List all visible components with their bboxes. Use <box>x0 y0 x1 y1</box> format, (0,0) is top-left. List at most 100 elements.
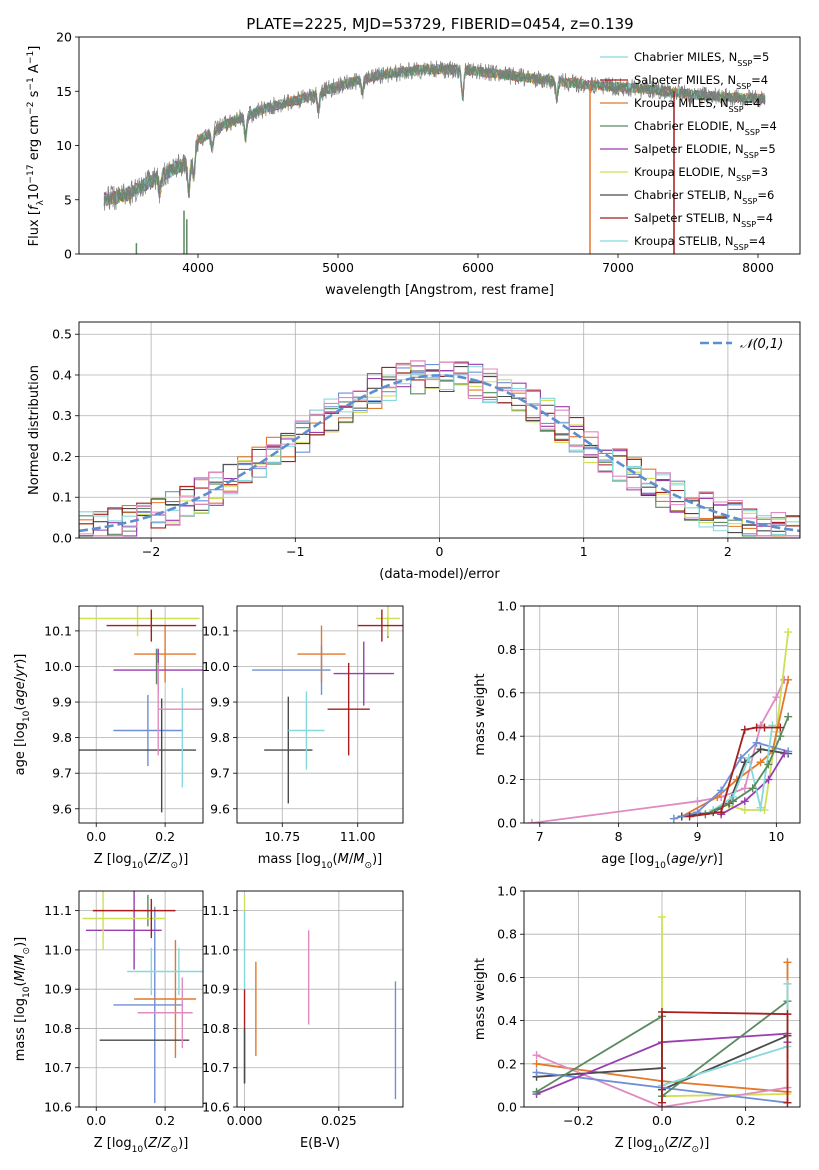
y-axis-label: Normed distribution <box>27 365 42 495</box>
plus-marker <box>760 723 769 732</box>
y-tick-label: 10.6 <box>44 1100 72 1115</box>
legend-entry: Salpeter MILES, NSSP=4 <box>634 73 768 91</box>
plus-marker <box>744 753 753 762</box>
x-axis-label-part: age [log <box>601 852 654 867</box>
plus-marker <box>736 753 745 762</box>
x-axis-label: Z [log10(Z/Z⊙)] <box>94 852 189 871</box>
legend-entry: Kroupa STELIB, NSSP=4 <box>634 234 766 252</box>
x-tick-label: 0.025 <box>321 1113 357 1128</box>
axes-frame <box>523 605 801 824</box>
x-tick-label: 9 <box>694 829 702 844</box>
y-tick-label: 1.0 <box>497 599 517 614</box>
x-axis-label: mass [log10(M/M⊙)] <box>258 852 382 871</box>
y-tick-label: 9.9 <box>52 695 72 710</box>
y-tick-label: 11.1 <box>202 903 230 918</box>
legend-entry-part: =4 <box>760 119 777 133</box>
x-axis-label-part: 10 <box>132 1145 144 1155</box>
y-axis-label-part: A <box>27 64 42 77</box>
x-axis-label-part: Z <box>161 1136 172 1151</box>
y-tick-label: 15 <box>56 84 72 99</box>
legend-entry: Salpeter ELODIE, NSSP=5 <box>634 142 776 160</box>
y-tick-label: 0 <box>64 247 72 262</box>
x-axis-label-part: / <box>349 852 354 867</box>
x-axis-label-part: Z <box>161 852 172 867</box>
plus-marker <box>532 1051 541 1060</box>
panel-residuals: −2 −1 0 1 2 0.0 0.1 0.2 0.3 0.4 0.5 𝒩(0,1) (data-mod… <box>27 321 801 582</box>
y-tick-label: 9.8 <box>52 730 72 745</box>
y-tick-label: 0.6 <box>497 685 517 700</box>
legend: 𝒩(0,1) <box>700 337 783 352</box>
y-axis-label-part: age [log <box>13 722 28 775</box>
plus-marker <box>752 723 761 732</box>
y-tick-label: 0.3 <box>52 408 72 423</box>
plot-area-weights_vs_Z <box>532 912 792 1107</box>
x-axis-label-part: 10 <box>654 861 666 871</box>
y-tick-label: 10.0 <box>44 659 72 674</box>
x-axis-label-part: Z [log <box>94 1136 132 1151</box>
x-axis-label: age [log10(age/yr)] <box>601 852 723 871</box>
x-axis-label-part: ( <box>664 1136 669 1151</box>
legend-entry-part: SSP <box>742 197 757 206</box>
y-axis-label-part: age <box>13 681 28 705</box>
plot-area-age_vs_mass <box>252 606 403 804</box>
weight-line <box>661 1011 789 1103</box>
weight-line <box>689 726 781 818</box>
legend-entry-part: =4 <box>749 234 766 248</box>
y-tick-label: 0.0 <box>497 816 517 831</box>
x-tick-label: 6000 <box>462 260 494 275</box>
plus-marker <box>780 749 789 758</box>
x-tick-label: 7 <box>536 829 544 844</box>
grid-weights_vs_age <box>524 605 800 824</box>
y-tick-label: 9.7 <box>52 766 72 781</box>
x-axis-label: E(B-V) <box>300 1136 340 1151</box>
x-axis-label-part: 10 <box>653 1145 665 1155</box>
x-axis-label-part: M <box>338 852 349 867</box>
x-axis-label-part: age <box>671 852 695 867</box>
y-tick-label: 10.8 <box>44 1021 72 1036</box>
y-axis-label-part: / <box>13 965 28 970</box>
plus-marker <box>717 786 726 795</box>
y-axis-label-part: Flux [ <box>27 210 42 246</box>
plus-marker <box>740 725 749 734</box>
plus-marker <box>783 1098 792 1107</box>
grid-age_vs_Z <box>79 606 203 823</box>
legend-entry: Salpeter STELIB, NSSP=4 <box>634 211 773 229</box>
legend-entry-part: Kroupa ELODIE, N <box>634 165 736 179</box>
y-tick-label: 0.8 <box>497 642 517 657</box>
x-tick-label: 4000 <box>182 260 214 275</box>
x-axis-label-part: Z <box>682 1136 693 1151</box>
y-tick-label: 0.2 <box>52 449 72 464</box>
y-tick-label: 10.9 <box>44 982 72 997</box>
x-axis-label-part: Z [log <box>94 852 132 867</box>
x-axis-label-part: ( <box>333 852 338 867</box>
plus-marker <box>717 808 726 817</box>
weight-line <box>536 1054 788 1107</box>
plus-marker <box>764 760 773 769</box>
y-axis-label-part: erg cm <box>27 115 42 164</box>
y-axis-label-part: −17 <box>26 164 36 183</box>
y-axis-label-part: mass [log <box>13 998 28 1061</box>
x-axis-label-part: mass [log <box>258 852 321 867</box>
legend-entry-part: =5 <box>752 50 769 64</box>
legend-entry-part: =4 <box>751 73 768 87</box>
legend-entry-part: =4 <box>744 96 761 110</box>
x-tick-label: 5000 <box>322 260 354 275</box>
y-axis-label-part: s <box>27 90 42 101</box>
y-tick-label: 9.7 <box>210 766 230 781</box>
plot-area-age_vs_Z <box>79 606 203 813</box>
y-axis-label-part: / <box>13 676 28 681</box>
axes-frame <box>523 890 801 1108</box>
plus-marker <box>784 675 793 684</box>
legend-entry-part: Salpeter MILES, N <box>634 73 736 87</box>
y-tick-label: 0.5 <box>52 327 72 342</box>
y-axis-label-part: 10 <box>27 184 42 201</box>
axes-frame <box>236 890 404 1108</box>
panel-age_vs_Z: 0.0 0.29.69.79.89.910.010.1Z [log10(Z/Z⊙)… <box>13 605 204 871</box>
y-tick-label: 9.6 <box>210 801 230 816</box>
x-tick-label: −1 <box>286 544 304 559</box>
plus-marker <box>756 758 765 767</box>
x-axis-label-part: 10 <box>132 861 144 871</box>
